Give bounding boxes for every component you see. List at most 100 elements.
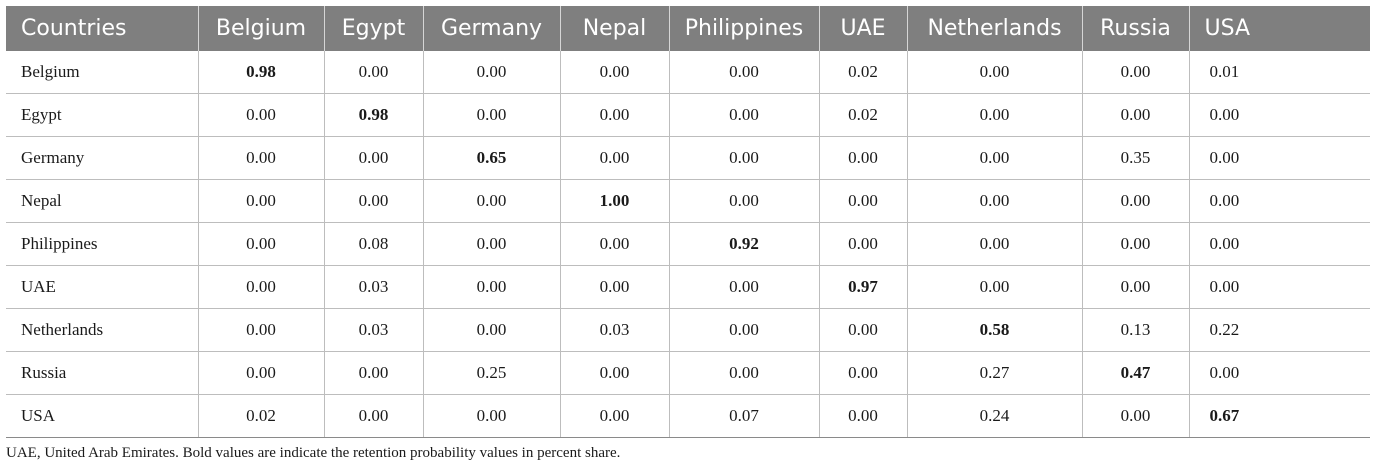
value-cell: 0.24 [907,394,1083,438]
value-cell: 0.98 [198,51,325,94]
table-row: USA 0.02 0.00 0.00 0.00 0.07 0.00 0.24 0.00 0.67 [6,394,1370,438]
value-cell: 0.00 [669,51,820,94]
value-cell: 0.00 [324,51,424,94]
value-cell: 0.00 [1082,51,1190,94]
header-cell-philippines: Philippines [669,6,820,51]
value-cell: 0.65 [423,136,561,180]
value-cell: 0.97 [819,265,908,309]
value-cell: 0.35 [1082,136,1190,180]
table-row: UAE 0.00 0.03 0.00 0.00 0.00 0.97 0.00 0.00 0.00 [6,265,1370,309]
row-label-cell: Egypt [6,93,199,137]
value-cell: 0.67 [1189,394,1370,438]
value-cell: 0.07 [669,394,820,438]
value-cell: 0.00 [423,51,561,94]
value-cell: 0.25 [423,351,561,395]
value-cell: 0.00 [560,351,670,395]
value-cell: 0.98 [324,93,424,137]
value-cell: 0.00 [669,265,820,309]
value-cell: 0.00 [198,222,325,266]
table-row: Egypt 0.00 0.98 0.00 0.00 0.00 0.02 0.00 0.00 0.0… [6,93,1370,137]
row-label-cell: UAE [6,265,199,309]
value-cell: 0.00 [907,51,1083,94]
value-cell: 0.00 [198,93,325,137]
value-cell: 0.00 [669,93,820,137]
header-row: Countries Belgium Egypt Germany Nepal Ph… [6,6,1370,51]
table-row: Nepal 0.00 0.00 0.00 1.00 0.00 0.00 0.00 0.00 0.0… [6,179,1370,223]
value-cell: 0.00 [907,265,1083,309]
row-label-cell: Russia [6,351,199,395]
value-cell: 0.58 [907,308,1083,352]
value-cell: 0.00 [324,179,424,223]
value-cell: 0.00 [819,222,908,266]
value-cell: 0.00 [423,265,561,309]
value-cell: 0.00 [560,394,670,438]
table-row: Belgium 0.98 0.00 0.00 0.00 0.00 0.02 0.00 0.00 0… [6,51,1370,94]
header-cell-countries: Countries [6,6,199,51]
value-cell: 0.00 [560,93,670,137]
value-cell: 0.00 [1189,179,1370,223]
value-cell: 0.00 [819,351,908,395]
value-cell: 0.00 [819,308,908,352]
header-cell-belgium: Belgium [198,6,325,51]
value-cell: 0.00 [198,351,325,395]
value-cell: 0.00 [1189,265,1370,309]
table-row: Russia 0.00 0.00 0.25 0.00 0.00 0.00 0.27 0.47 0.… [6,351,1370,395]
table-row: Germany 0.00 0.00 0.65 0.00 0.00 0.00 0.00 0.35 0… [6,136,1370,180]
value-cell: 0.47 [1082,351,1190,395]
row-label-cell: Philippines [6,222,199,266]
value-cell: 0.00 [198,308,325,352]
value-cell: 0.00 [1082,222,1190,266]
value-cell: 0.00 [560,136,670,180]
header-cell-nepal: Nepal [560,6,670,51]
table-footnote: UAE, United Arab Emirates. Bold values a… [6,445,621,461]
value-cell: 0.00 [324,136,424,180]
table-body: Belgium 0.98 0.00 0.00 0.00 0.00 0.02 0.00 0.00 0… [6,51,1370,438]
value-cell: 0.00 [324,394,424,438]
row-label-cell: USA [6,394,199,438]
value-cell: 0.02 [819,51,908,94]
value-cell: 0.00 [1082,179,1190,223]
header-cell-egypt: Egypt [324,6,424,51]
row-label-cell: Germany [6,136,199,180]
header-cell-netherlands: Netherlands [907,6,1083,51]
retention-probability-table-container: Countries Belgium Egypt Germany Nepal Ph… [6,6,1370,438]
value-cell: 0.00 [198,265,325,309]
value-cell: 0.00 [819,179,908,223]
value-cell: 0.00 [324,351,424,395]
value-cell: 0.13 [1082,308,1190,352]
value-cell: 0.00 [1189,222,1370,266]
value-cell: 0.27 [907,351,1083,395]
value-cell: 0.00 [560,222,670,266]
value-cell: 0.00 [819,136,908,180]
value-cell: 0.00 [819,394,908,438]
value-cell: 0.22 [1189,308,1370,352]
value-cell: 0.01 [1189,51,1370,94]
value-cell: 0.00 [1189,136,1370,180]
value-cell: 0.00 [423,93,561,137]
value-cell: 0.03 [560,308,670,352]
value-cell: 0.00 [1082,265,1190,309]
value-cell: 0.00 [560,265,670,309]
value-cell: 0.00 [907,136,1083,180]
value-cell: 0.03 [324,265,424,309]
value-cell: 0.00 [669,308,820,352]
value-cell: 0.00 [423,179,561,223]
row-label-cell: Nepal [6,179,199,223]
table-row: Philippines 0.00 0.08 0.00 0.00 0.92 0.00 0.00 0… [6,222,1370,266]
header-cell-uae: UAE [819,6,908,51]
value-cell: 0.00 [907,222,1083,266]
value-cell: 0.00 [669,136,820,180]
value-cell: 0.00 [669,179,820,223]
value-cell: 0.00 [423,222,561,266]
header-cell-russia: Russia [1082,6,1190,51]
value-cell: 0.02 [198,394,325,438]
table-header: Countries Belgium Egypt Germany Nepal Ph… [6,6,1370,51]
header-cell-usa: USA [1189,6,1370,51]
value-cell: 0.92 [669,222,820,266]
value-cell: 0.00 [1082,93,1190,137]
value-cell: 0.00 [1082,394,1190,438]
row-label-cell: Belgium [6,51,199,94]
value-cell: 0.03 [324,308,424,352]
row-label-cell: Netherlands [6,308,199,352]
value-cell: 0.00 [1189,93,1370,137]
